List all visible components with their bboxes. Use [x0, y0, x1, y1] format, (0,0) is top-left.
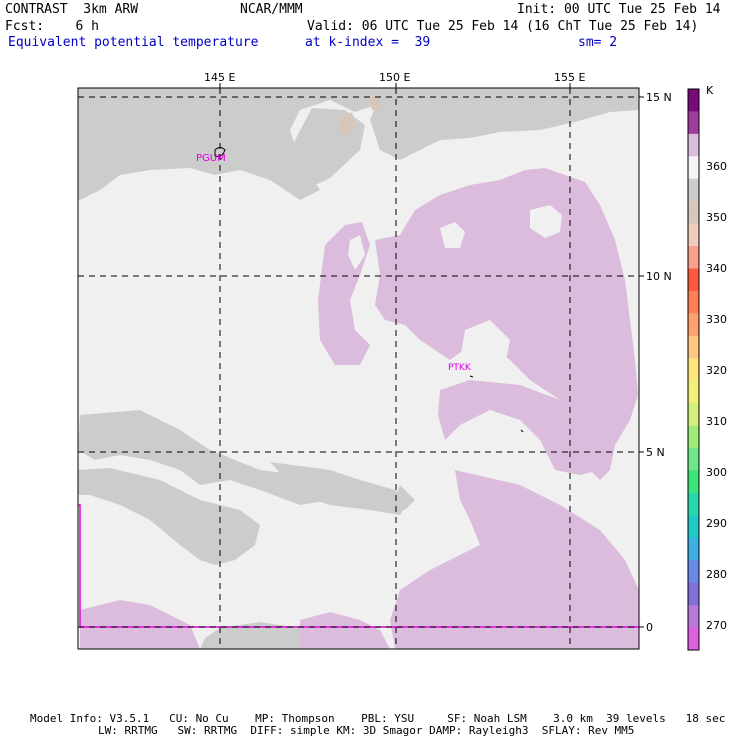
- colorbar-label-350: 350: [706, 211, 727, 224]
- valid-time: Valid: 06 UTC Tue 25 Feb 14 (16 ChT Tue …: [307, 19, 699, 34]
- colorbar-swatch: [688, 448, 699, 471]
- lat-label-5n: 5 N: [646, 446, 665, 459]
- lon-label-150: 150 E: [379, 71, 410, 84]
- colorbar-swatch: [688, 515, 699, 539]
- colorbar-swatch: [688, 560, 699, 584]
- colorbar-swatch: [688, 133, 699, 157]
- colorbar-label-300: 300: [706, 466, 727, 479]
- level-info: at k-index = 39: [305, 35, 431, 50]
- colorbar-swatch: [688, 223, 699, 247]
- map-frame: [77, 87, 640, 650]
- colorbar-swatch: [688, 89, 699, 112]
- colorbar-swatch: [688, 313, 699, 337]
- colorbar-swatch: [688, 335, 699, 359]
- colorbar-swatch: [688, 582, 699, 606]
- station-pgum: PGUM: [196, 153, 226, 164]
- colorbar-label-360: 360: [706, 160, 727, 173]
- colorbar-swatch: [688, 425, 699, 449]
- map-panel: [77, 87, 640, 650]
- colorbar-label-330: 330: [706, 313, 727, 326]
- colorbar-swatch: [688, 380, 699, 404]
- colorbar-swatch: [688, 268, 699, 292]
- domain-boundary: [78, 504, 639, 628]
- colorbar: [687, 88, 700, 651]
- model-info-line1: Model Info: V3.5.1 CU: No Cu MP: Thompso…: [30, 712, 726, 725]
- smoothing: sm= 2: [578, 35, 618, 50]
- colorbar-swatch: [688, 201, 699, 225]
- colorbar-swatch: [688, 470, 699, 494]
- lat-lon-grid: [78, 88, 639, 649]
- model-info-line2: LW: RRTMG SW: RRTMG DIFF: simple KM: 3D …: [98, 724, 635, 737]
- theta-e-360-region: [80, 168, 639, 649]
- colorbar-label-270: 270: [706, 619, 727, 632]
- colorbar-swatch: [688, 358, 699, 382]
- lat-label-15n: 15 N: [646, 91, 672, 104]
- colorbar-swatch: [688, 492, 699, 516]
- field-title: Equivalent potential temperature: [8, 35, 259, 50]
- colorbar-label-340: 340: [706, 262, 727, 275]
- colorbar-swatch: [688, 290, 699, 314]
- model-name: CONTRAST 3km ARW: [5, 2, 139, 17]
- colorbar-label-310: 310: [706, 415, 727, 428]
- colorbar-label-320: 320: [706, 364, 727, 377]
- colorbar-swatch: [688, 178, 699, 202]
- axis-ticks: [219, 83, 644, 628]
- colorbar-swatch: [688, 111, 699, 135]
- lat-label-10n: 10 N: [646, 270, 672, 283]
- colorbar-swatch: [688, 605, 699, 629]
- colorbar-swatch: [688, 246, 699, 270]
- colorbar-swatch: [688, 537, 699, 561]
- colorbar-label-290: 290: [706, 517, 727, 530]
- colorbar-label-280: 280: [706, 568, 727, 581]
- colorbar-swatch: [688, 627, 699, 651]
- colorbar-frame: [687, 88, 700, 651]
- colorbar-swatch: [688, 156, 699, 180]
- station-ptkk: PTKK: [448, 363, 472, 373]
- colorbar-swatch: [688, 403, 699, 427]
- institution: NCAR/MMM: [240, 2, 303, 17]
- lon-label-145: 145 E: [204, 71, 235, 84]
- theta-e-340-spot: [338, 112, 356, 138]
- lon-label-155: 155 E: [554, 71, 585, 84]
- colorbar-unit: K: [706, 84, 714, 97]
- theta-e-340-spot-2: [368, 96, 382, 110]
- init-time: Init: 00 UTC Tue 25 Feb 14: [517, 2, 721, 17]
- forecast-hour: Fcst: 6 h: [5, 19, 99, 34]
- theta-e-holes: [348, 205, 562, 375]
- lat-label-0: 0: [646, 621, 653, 634]
